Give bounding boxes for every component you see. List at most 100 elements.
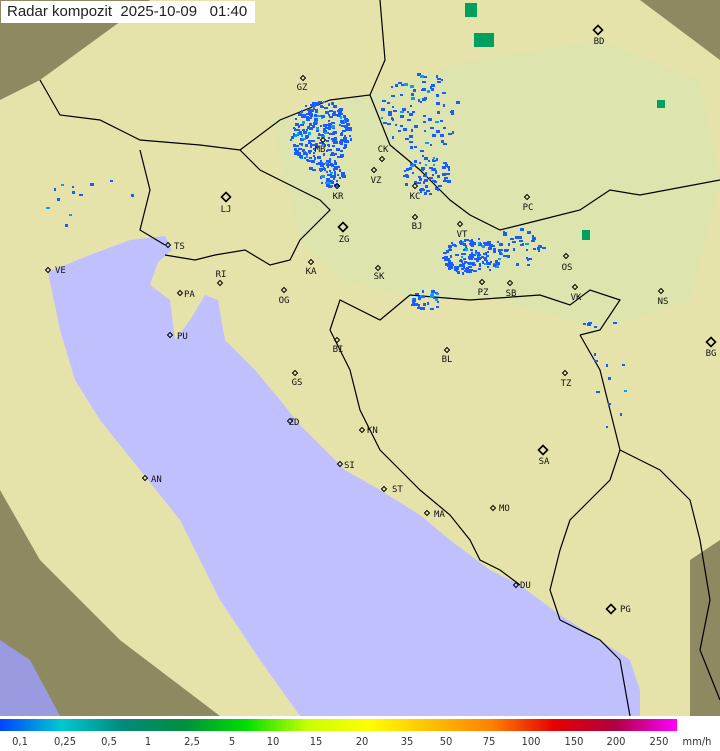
radar-echo-pixel [427, 302, 429, 305]
radar-echo-pixel [323, 124, 327, 127]
radar-echo-pixel [410, 146, 413, 149]
radar-echo-pixel [400, 111, 404, 113]
radar-echo-pixel [341, 174, 343, 177]
radar-echo-pixel [327, 174, 331, 176]
radar-echo-pixel [608, 377, 611, 380]
radar-echo-pixel [479, 263, 481, 266]
radar-echo-pixel [405, 138, 409, 140]
radar-echo-pixel [344, 135, 346, 138]
radar-echo-pixel [401, 84, 404, 86]
radar-map[interactable]: GZ MB CK VZ KR KC PC BJ ZG VT KA SK PZ SB OG LJ TS VE RI PA… [0, 0, 720, 716]
radar-echo-pixel [344, 145, 347, 148]
radar-echo-pixel [528, 258, 532, 260]
radar-echo-pixel [437, 111, 440, 114]
radar-echo-pixel [110, 180, 113, 182]
city-bj: BJ [412, 213, 422, 232]
radar-echo-pixel [447, 180, 451, 183]
radar-echo-pixel [522, 243, 524, 246]
radar-echo-pixel [484, 259, 487, 261]
legend-tick-label: 50 [439, 735, 453, 748]
city-diamond-icon [176, 289, 184, 297]
city-kr: KR [333, 182, 344, 202]
radar-echo-pixel [327, 165, 329, 168]
radar-echo-pixel [336, 185, 340, 187]
radar-echo-pixel [340, 116, 342, 119]
radar-echo-pixel [468, 256, 470, 259]
radar-echo-pixel [448, 133, 452, 135]
radar-echo-pixel [306, 116, 309, 118]
radar-echo-pixel [613, 322, 617, 324]
radar-echo-pixel [323, 101, 325, 103]
radar-echo-pixel [309, 113, 313, 116]
radar-echo-pixel [332, 145, 335, 147]
radar-echo-pixel [388, 111, 392, 114]
radar-echo-pixel [419, 162, 421, 164]
radar-echo-pixel [333, 105, 337, 108]
radar-echo-pixel [463, 266, 465, 269]
radar-echo-pixel [326, 160, 328, 163]
radar-echo-pixel [436, 306, 439, 308]
radar-echo-pixel [409, 135, 413, 138]
radar-echo-pixel [321, 135, 325, 138]
city-label: GS [292, 378, 303, 388]
radar-echo-pixel [471, 245, 474, 247]
radar-echo-pixel [465, 239, 469, 241]
city-diamond-icon [380, 485, 388, 493]
radar-echo-cell [465, 3, 477, 17]
city-label: KN [367, 426, 378, 436]
radar-echo-pixel [420, 101, 422, 103]
radar-echo-pixel [61, 184, 64, 186]
city-ns: NS [658, 287, 668, 307]
radar-echo-pixel [329, 158, 331, 160]
radar-echo-pixel [392, 136, 394, 139]
radar-echo-pixel [382, 100, 386, 102]
radar-echo-pixel [309, 127, 313, 130]
radar-echo-pixel [406, 168, 409, 171]
radar-echo-pixel [425, 142, 429, 144]
radar-echo-pixel [436, 293, 439, 295]
capital-diamond-icon [605, 603, 617, 615]
radar-echo-pixel [328, 182, 331, 184]
radar-echo-pixel [326, 171, 328, 173]
radar-echo-pixel [316, 130, 319, 132]
city-ve: VE [44, 266, 66, 276]
radar-echo-pixel [310, 143, 312, 146]
city-diamond-icon [370, 166, 378, 174]
radar-echo-pixel [466, 271, 470, 273]
radar-echo-pixel [310, 115, 313, 117]
radar-echo-pixel [423, 181, 425, 184]
radar-echo-pixel [430, 294, 434, 297]
radar-echo-pixel [293, 133, 295, 136]
radar-echo-pixel [425, 164, 427, 166]
radar-echo-pixel [314, 114, 317, 117]
radar-echo-pixel [466, 267, 469, 270]
radar-echo-pixel [410, 85, 414, 88]
radar-echo-pixel [345, 119, 349, 122]
radar-echo-pixel [303, 115, 305, 118]
radar-echo-pixel [392, 106, 394, 108]
city-diamond-icon [571, 283, 579, 291]
radar-echo-pixel [520, 228, 524, 231]
city-label: LJ [221, 205, 232, 215]
city-diamond-icon [358, 426, 366, 434]
city-diamond-icon [44, 266, 52, 274]
city-label: SK [374, 272, 385, 282]
radar-echo-pixel [432, 174, 434, 176]
radar-echo-pixel [507, 249, 509, 251]
radar-echo-pixel [301, 115, 303, 118]
radar-echo-pixel [489, 244, 493, 247]
radar-echo-pixel [431, 290, 435, 293]
city-mb: MB [315, 136, 327, 155]
radar-echo-pixel [322, 163, 325, 165]
city-st: ST [380, 485, 403, 495]
radar-echo-pixel [430, 177, 433, 179]
legend-tick-label: 75 [482, 735, 496, 748]
radar-echo-pixel [336, 180, 338, 182]
radar-echo-pixel [435, 298, 438, 301]
radar-echo-pixel [310, 146, 312, 148]
radar-echo-pixel [475, 253, 478, 255]
radar-echo-pixel [327, 144, 330, 146]
radar-echo-pixel [314, 157, 316, 160]
radar-echo-pixel [54, 188, 56, 191]
radar-echo-pixel [538, 250, 540, 252]
